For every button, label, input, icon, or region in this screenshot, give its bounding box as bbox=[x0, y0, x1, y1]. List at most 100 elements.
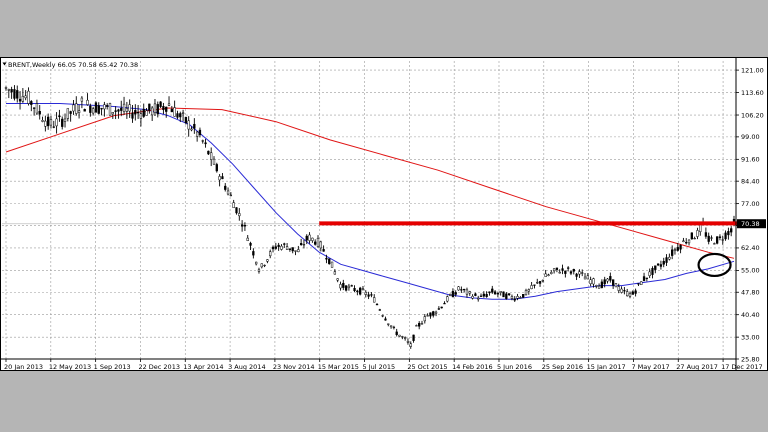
candle-body bbox=[359, 287, 362, 295]
candle-body bbox=[493, 291, 497, 295]
candle-body bbox=[173, 107, 176, 117]
candle-body bbox=[184, 117, 188, 124]
candle-body bbox=[724, 232, 727, 240]
candle-body bbox=[106, 105, 109, 107]
candle-body bbox=[4, 87, 8, 89]
candle-body bbox=[277, 244, 280, 247]
candle-body bbox=[465, 289, 469, 295]
current-price-box bbox=[737, 219, 766, 229]
candle-body bbox=[730, 228, 733, 233]
candle-body bbox=[167, 103, 171, 106]
candle-body bbox=[510, 296, 514, 299]
candle-body bbox=[685, 242, 688, 244]
candle-body bbox=[52, 126, 55, 128]
candle-body bbox=[61, 118, 64, 127]
candle-body bbox=[544, 273, 547, 277]
candle-body bbox=[215, 164, 218, 172]
candle-body bbox=[170, 108, 173, 113]
candle-body bbox=[434, 311, 438, 314]
candle-body bbox=[274, 246, 277, 249]
candle-body bbox=[58, 115, 61, 118]
candle-body bbox=[165, 106, 168, 112]
candle-body bbox=[91, 108, 95, 114]
candle-body bbox=[342, 282, 345, 288]
chart-menu-triangle-icon[interactable] bbox=[2, 62, 7, 66]
candle-body bbox=[505, 293, 508, 299]
candle-body bbox=[614, 283, 618, 288]
candle-body bbox=[314, 241, 317, 245]
candle-body bbox=[536, 282, 539, 284]
current-price-label: 70.38 bbox=[741, 220, 760, 228]
candle-body bbox=[131, 112, 134, 119]
candle-body bbox=[693, 238, 696, 240]
candle-body bbox=[659, 264, 663, 267]
candle-body bbox=[75, 103, 78, 114]
candle-body bbox=[457, 286, 460, 291]
x-tick-label: 25 Sep 2016 bbox=[542, 363, 583, 371]
candle-body bbox=[66, 108, 69, 119]
candle-body bbox=[311, 237, 314, 241]
candle-body bbox=[634, 290, 637, 294]
candle-body bbox=[80, 97, 84, 102]
candle-body bbox=[654, 265, 657, 270]
candle-body bbox=[423, 316, 426, 322]
x-tick-label: 5 Jun 2016 bbox=[497, 363, 532, 371]
candle-body bbox=[586, 275, 589, 280]
candle-body bbox=[381, 315, 384, 317]
candle-body bbox=[111, 112, 114, 115]
candle-body bbox=[221, 176, 224, 180]
candle-body bbox=[420, 323, 424, 325]
x-tick-label: 1 Sep 2013 bbox=[94, 363, 131, 371]
candle-body bbox=[550, 272, 553, 274]
y-tick-label: 77.00 bbox=[741, 200, 760, 208]
candle-body bbox=[485, 293, 488, 297]
chart-panel: 121.00113.60106.2099.0091.6084.4077.0069… bbox=[0, 57, 768, 371]
candle-body bbox=[246, 237, 249, 241]
candle-body bbox=[592, 278, 595, 285]
candle-body bbox=[558, 271, 561, 274]
candle-body bbox=[308, 234, 311, 241]
candle-body bbox=[103, 104, 106, 110]
candle-body bbox=[572, 269, 575, 272]
candle-body bbox=[595, 285, 598, 287]
candle-body bbox=[280, 245, 283, 250]
candle-body bbox=[527, 289, 530, 292]
x-tick-label: 27 Aug 2017 bbox=[676, 363, 718, 371]
candle-body bbox=[27, 90, 30, 104]
candle-body bbox=[350, 285, 353, 287]
highlight-ellipse bbox=[697, 252, 732, 278]
candle-body bbox=[437, 308, 441, 310]
candle-body bbox=[640, 281, 643, 285]
candle-body bbox=[727, 231, 730, 236]
candle-body bbox=[193, 123, 196, 129]
candle-body bbox=[263, 264, 266, 267]
candle-body bbox=[69, 111, 72, 114]
candle-body bbox=[10, 89, 13, 93]
candle-body bbox=[637, 283, 640, 285]
candle-body bbox=[715, 236, 719, 244]
y-tick-label: 84.40 bbox=[741, 177, 760, 185]
candle-body bbox=[620, 288, 623, 293]
candle-body bbox=[676, 247, 679, 251]
candle-body bbox=[125, 108, 129, 112]
candle-body bbox=[97, 105, 100, 114]
candle-body bbox=[603, 279, 606, 285]
candle-body bbox=[16, 90, 19, 99]
candle-body bbox=[288, 248, 292, 250]
candle-body bbox=[713, 243, 716, 245]
x-tick-label: 23 Nov 2014 bbox=[273, 363, 315, 371]
candle-body bbox=[114, 110, 117, 112]
candle-body bbox=[30, 101, 33, 105]
candle-body bbox=[187, 120, 190, 130]
candle-body bbox=[530, 285, 533, 290]
candle-body bbox=[656, 263, 660, 266]
candle-body bbox=[367, 294, 370, 297]
candle-body bbox=[336, 278, 339, 281]
candle-body bbox=[645, 277, 649, 279]
candle-body bbox=[533, 284, 536, 286]
candle-body bbox=[412, 334, 415, 341]
candle-body bbox=[108, 103, 112, 116]
candle-body bbox=[252, 251, 255, 256]
candle-body bbox=[347, 285, 351, 289]
candle-body bbox=[522, 294, 525, 298]
